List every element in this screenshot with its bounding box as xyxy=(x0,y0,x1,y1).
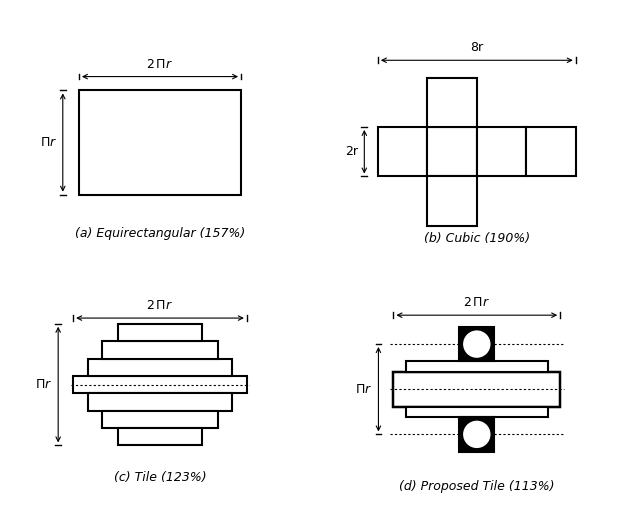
Bar xyxy=(428,127,477,177)
Circle shape xyxy=(462,420,492,449)
Bar xyxy=(102,341,218,359)
Text: $\Pi r$: $\Pi r$ xyxy=(35,378,52,391)
Bar xyxy=(460,417,494,452)
Bar xyxy=(88,393,232,411)
Text: $2\,\Pi r$: $2\,\Pi r$ xyxy=(463,296,490,309)
Bar xyxy=(378,127,428,177)
Bar xyxy=(394,372,560,407)
Bar xyxy=(79,90,241,195)
Text: $2\,\Pi r$: $2\,\Pi r$ xyxy=(147,299,173,312)
Circle shape xyxy=(462,329,492,359)
Bar xyxy=(406,361,548,372)
Bar xyxy=(73,376,247,393)
Bar xyxy=(102,411,218,428)
Bar xyxy=(118,428,202,446)
Text: 2r: 2r xyxy=(345,145,358,158)
Bar xyxy=(428,177,477,226)
Text: (c) Tile (123%): (c) Tile (123%) xyxy=(114,471,206,484)
Bar xyxy=(526,127,576,177)
Bar xyxy=(406,407,548,417)
Text: (d) Proposed Tile (113%): (d) Proposed Tile (113%) xyxy=(399,480,554,493)
Bar xyxy=(88,359,232,376)
Text: (b) Cubic (190%): (b) Cubic (190%) xyxy=(424,232,530,245)
Text: 8r: 8r xyxy=(470,41,483,54)
Text: $2\,\Pi r$: $2\,\Pi r$ xyxy=(147,58,173,71)
Bar xyxy=(460,327,494,361)
Bar xyxy=(428,77,477,127)
Text: $\Pi r$: $\Pi r$ xyxy=(355,383,372,396)
Bar xyxy=(118,324,202,341)
Text: (a) Equirectangular (157%): (a) Equirectangular (157%) xyxy=(75,227,245,240)
Text: $\Pi r$: $\Pi r$ xyxy=(40,136,57,149)
Bar xyxy=(477,127,526,177)
